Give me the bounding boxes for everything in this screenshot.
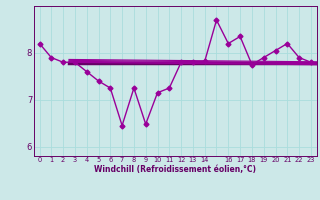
X-axis label: Windchill (Refroidissement éolien,°C): Windchill (Refroidissement éolien,°C) (94, 165, 256, 174)
